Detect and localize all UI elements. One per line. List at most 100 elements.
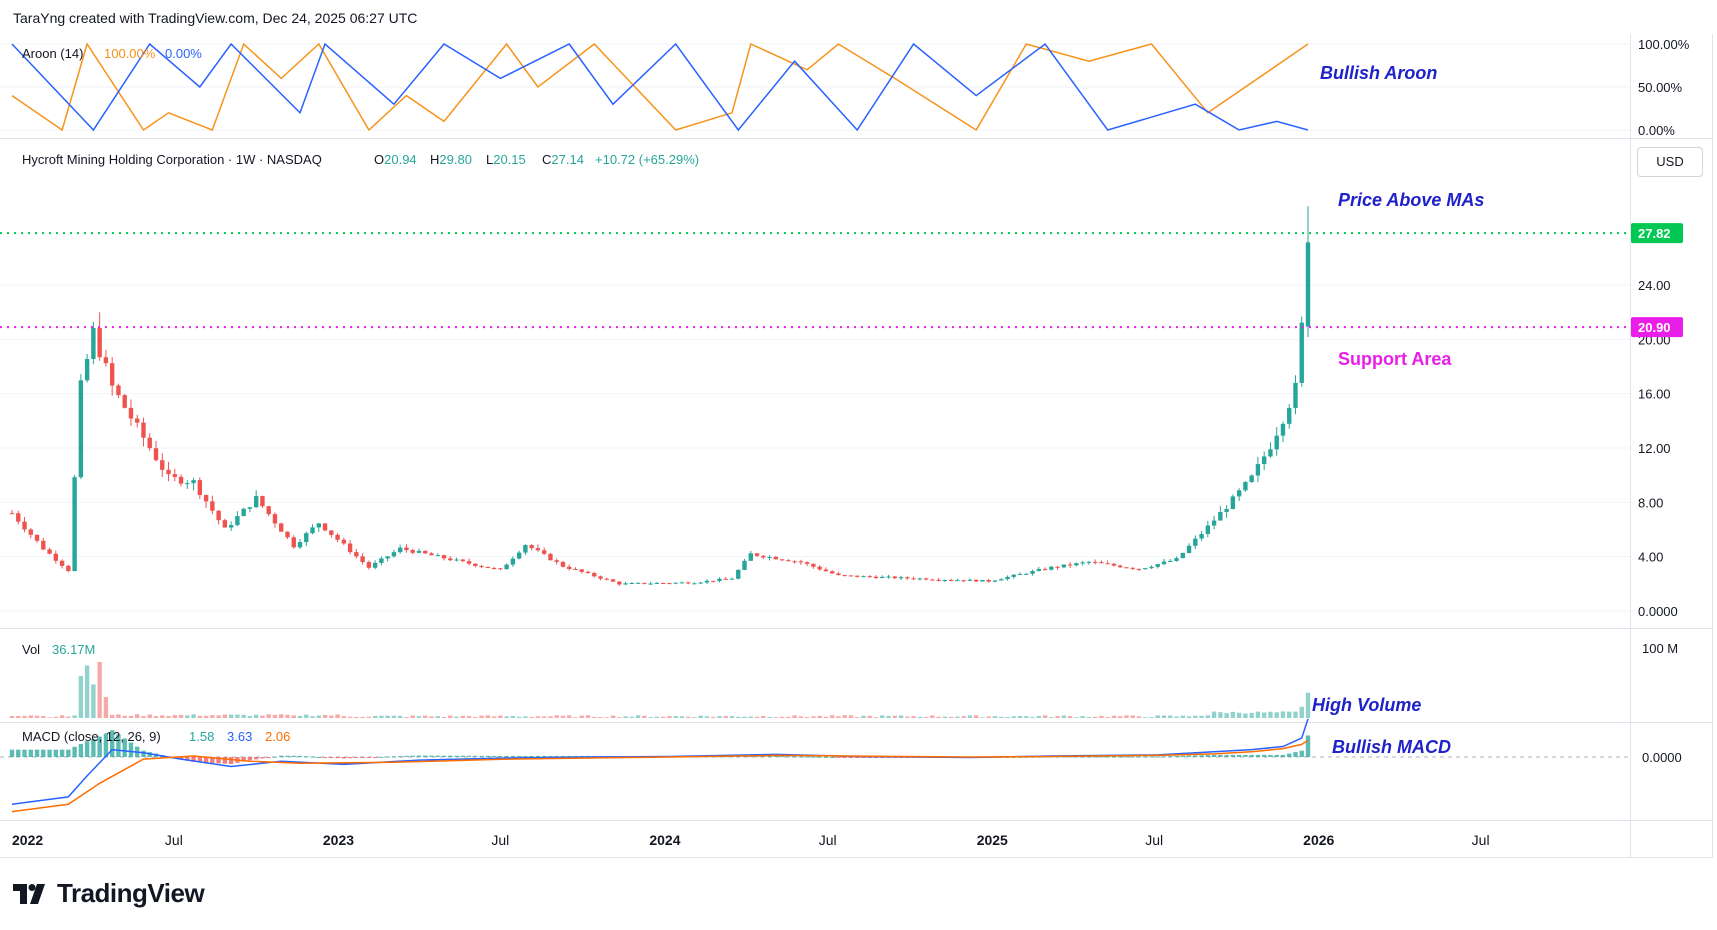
macd-histogram-bar [1143,756,1148,758]
macd-histogram-bar [1130,756,1135,758]
candle-up [1211,520,1217,526]
volume-bar [279,714,284,718]
change-value: +10.72 (+65.29%) [595,152,699,167]
macd-histogram-bar [272,756,278,758]
candle-down [260,496,265,507]
volume-bar [1036,715,1041,718]
candle-up [635,582,641,584]
volume-bar [84,665,90,718]
volume-bar [322,715,328,718]
candle-up [247,507,253,509]
volume-bar [1224,713,1229,718]
macd-histogram-bar [84,741,90,757]
macd-histogram-bar [1236,754,1242,757]
candle-up [1199,533,1204,539]
macd-histogram-bar [372,757,378,758]
volume-bar [53,716,59,718]
candle-down [660,582,666,584]
volume-bar [1155,715,1160,718]
macd-histogram-bar [1268,754,1273,757]
macd-histogram-bar [185,757,190,761]
volume-bar [855,717,860,718]
macd-histogram-bar [360,757,365,758]
candle-up [191,480,196,484]
candle-down [22,521,27,530]
macd-tick-label: 0.0000 [1642,750,1682,765]
candle-up [729,578,735,580]
volume-bar [767,717,772,718]
candle-up [1180,552,1185,559]
volume-bar [460,715,465,718]
macd-histogram-bar [34,749,40,757]
volume-bar [1249,712,1254,718]
macd-histogram-bar [510,755,516,757]
candle-up [1218,511,1223,521]
macd-pane [0,718,1630,813]
volume-bar [1268,711,1273,718]
volume-bar [66,716,71,718]
candle-down [216,510,221,521]
volume-bar [798,716,804,718]
volume-bar [510,715,516,718]
candle-down [285,531,290,538]
macd-histogram-bar [416,755,422,757]
macd-histogram-bar [103,733,109,757]
candle-down [905,577,910,579]
pane-frames [0,34,1713,858]
candle-down [66,565,71,572]
volume-bar [880,715,885,718]
volume-bar [892,715,897,718]
volume-bar [441,716,447,718]
volume-bar [291,715,296,718]
macd-histogram-bar [548,755,553,757]
volume-bar [1236,712,1242,718]
volume-bar [59,715,65,718]
candle-up [316,523,321,528]
macd-hist-readout: 1.58 [189,729,214,744]
macd-histogram-bar [473,755,478,757]
volume-bar [1255,711,1261,718]
volume-bar [1099,715,1104,718]
volume-bar [1111,715,1117,718]
volume-label: Vol [22,642,40,657]
macd-histogram-bar [554,755,559,757]
macd-histogram-bar [1161,756,1167,758]
candle-up [78,380,84,478]
macd-histogram-bar [66,749,71,757]
volume-bar [729,716,735,718]
volume-bar [980,717,985,718]
volume-bar [1186,716,1192,718]
volume-tick-label: 100 M [1642,641,1678,656]
candle-down [598,576,603,579]
macd-histogram-bar [855,757,860,758]
aroon-label: Aroon (14) [22,46,83,61]
macd-histogram-bar [454,755,459,757]
candle-up [1030,570,1035,574]
candle-up [416,550,422,553]
macd-histogram-bar [391,756,397,758]
volume-bar [886,715,891,718]
volume-bar [1042,715,1048,718]
candle-up [673,582,678,584]
candle-up [1074,563,1079,566]
volume-bar [623,716,628,718]
macd-histogram-bar [1199,755,1204,757]
currency-button[interactable]: USD [1637,147,1703,177]
volume-bar [1287,711,1292,718]
macd-histogram-bar [767,755,772,757]
macd-histogram-bar [178,757,184,760]
volume-bar [128,715,134,718]
candle-down [272,514,278,524]
candle-up [385,556,390,559]
macd-histogram-bar [1099,756,1104,758]
macd-histogram-bar [335,757,340,759]
candle-up [1255,464,1261,476]
candle-down [592,572,597,577]
volume-bar [360,717,365,718]
macd-histogram-bar [1086,756,1092,758]
candle-up [742,560,747,570]
volume-bar [648,717,653,718]
volume-bar [210,715,215,718]
volume-bar [153,716,159,718]
